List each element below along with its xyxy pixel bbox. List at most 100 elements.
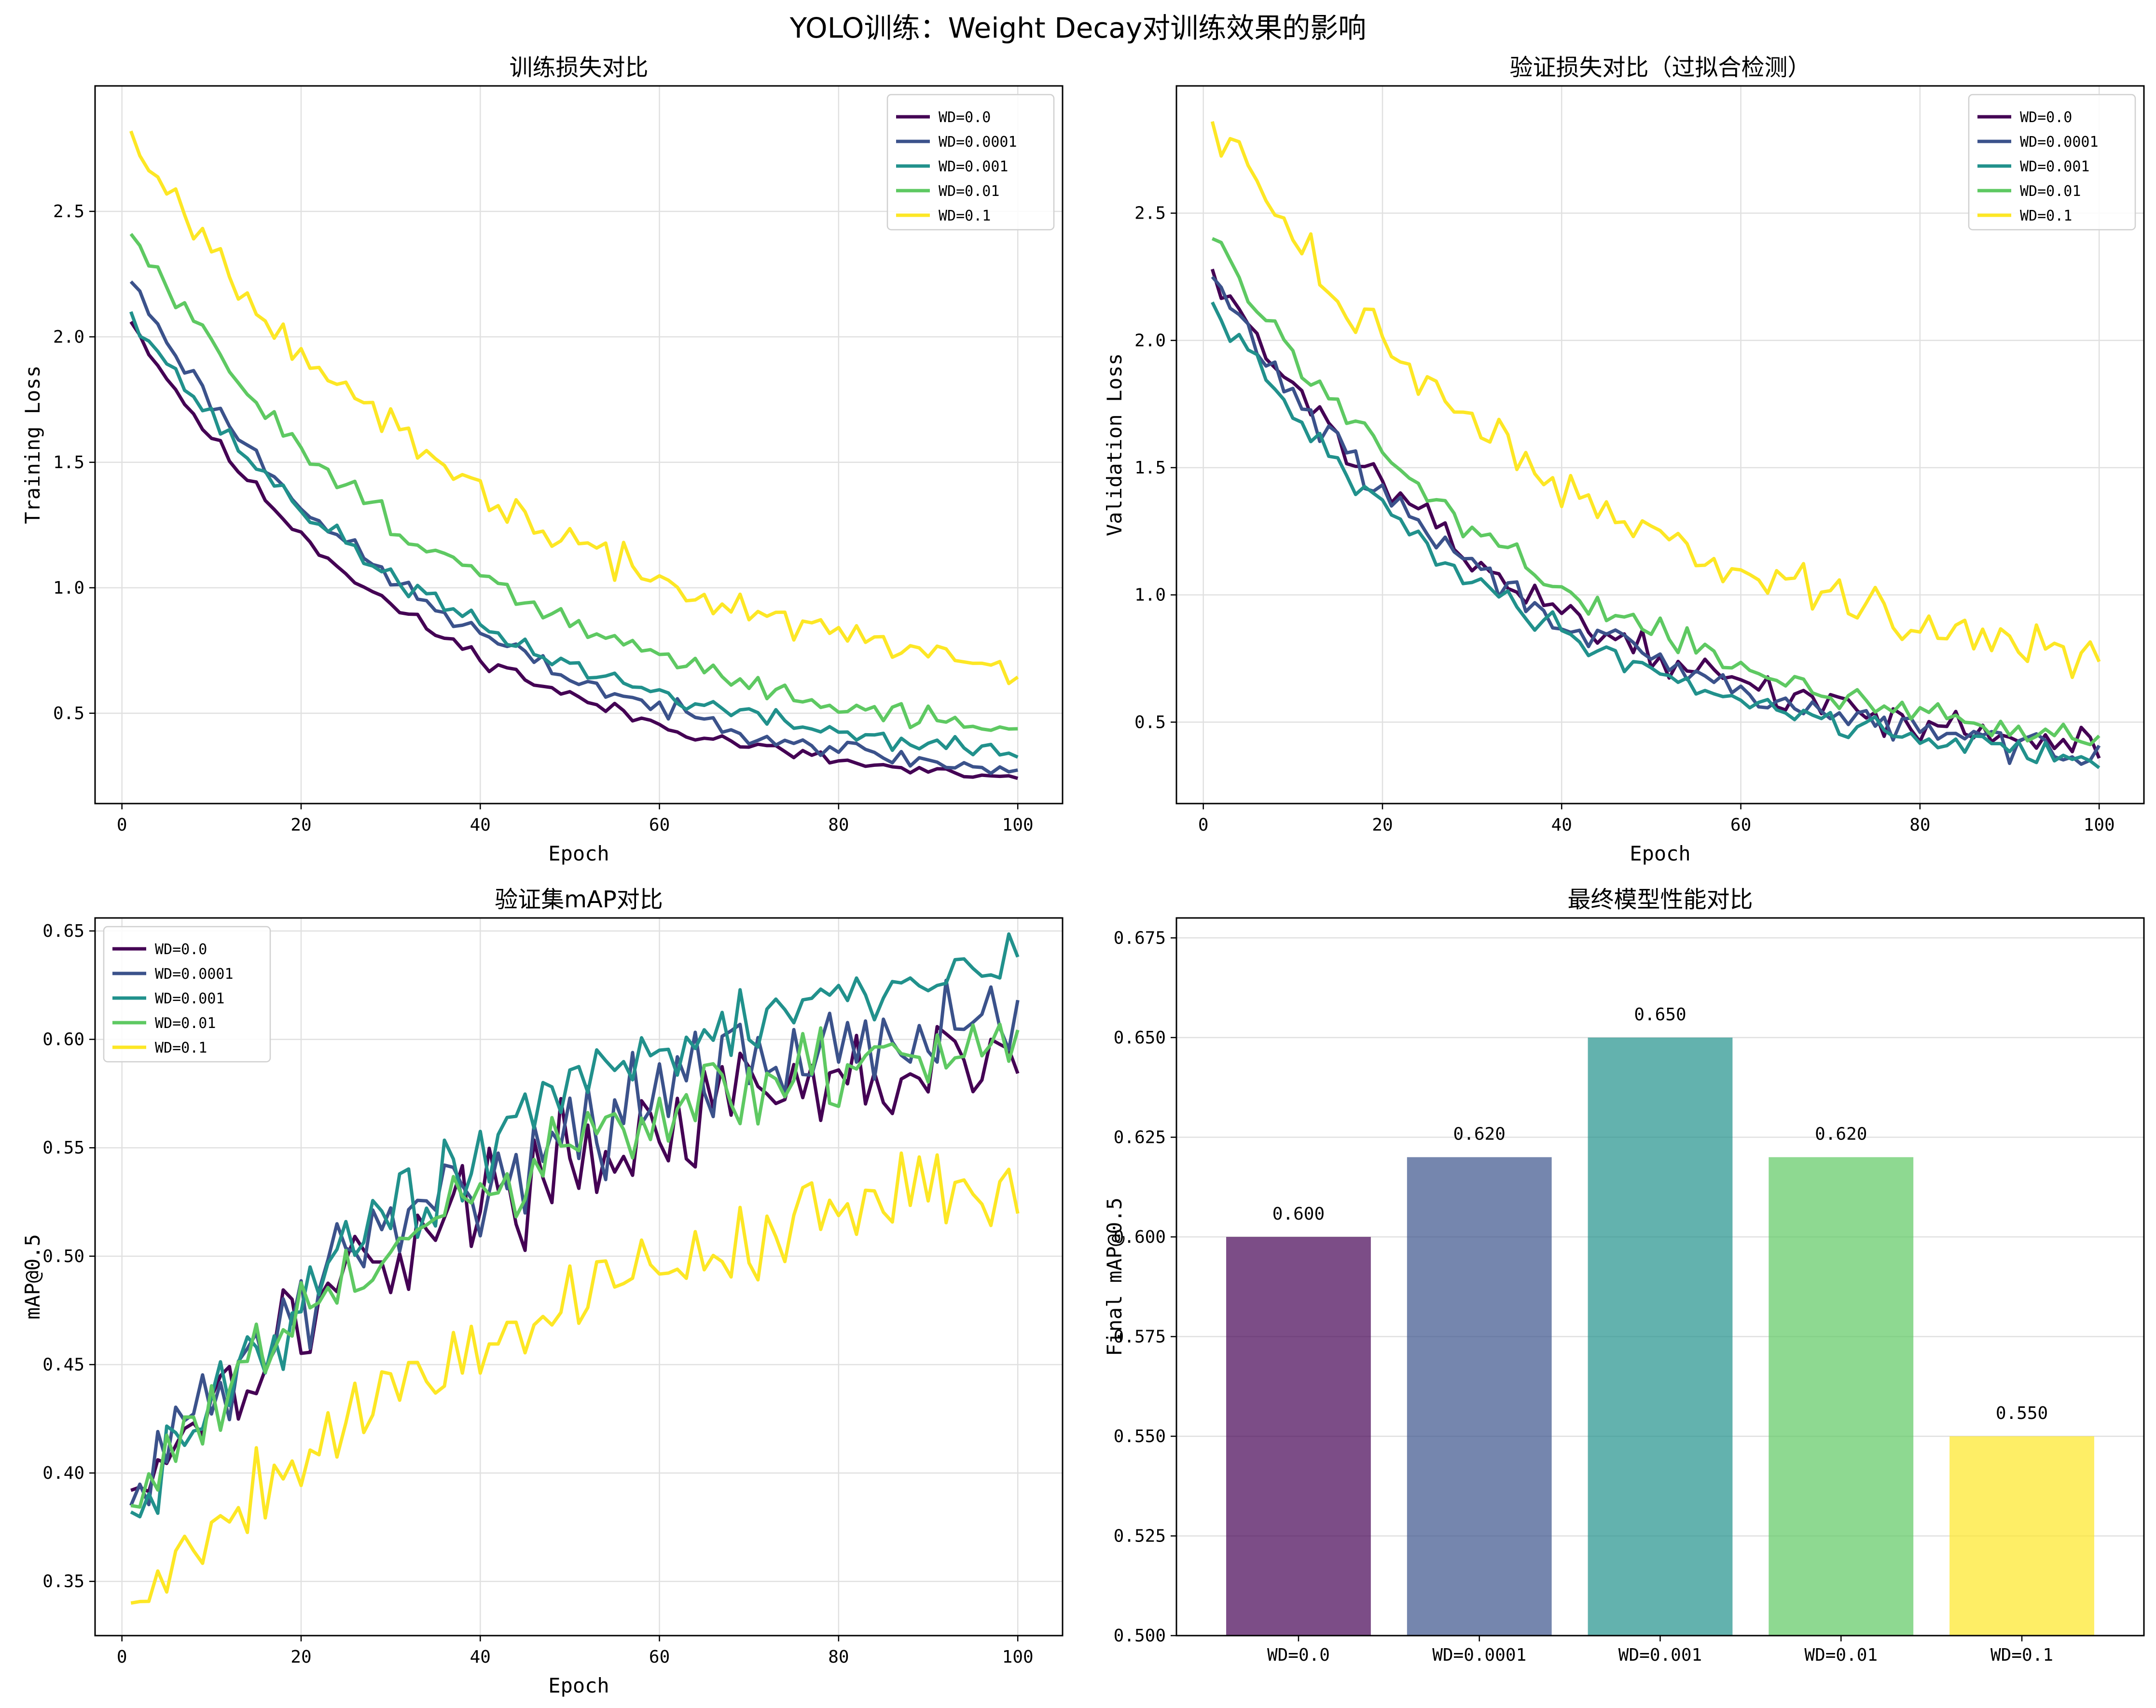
x-axis-label: Epoch xyxy=(548,842,609,865)
bar-value-label: 0.650 xyxy=(1634,1005,1686,1025)
x-tick-label: 80 xyxy=(1909,815,1930,835)
y-tick-label: 2.5 xyxy=(1134,204,1166,223)
legend: WD=0.0 WD=0.0001 WD=0.001 WD=0.01 WD=0.1 xyxy=(1968,94,2136,231)
chart-title: 训练损失对比 xyxy=(509,54,648,81)
series-group xyxy=(129,130,1019,780)
y-tick-label: 1.5 xyxy=(53,453,84,472)
y-tick-label: 0.40 xyxy=(42,1463,84,1483)
y-axis-label: Validation Loss xyxy=(1103,353,1126,536)
bar-WD=0.0001 xyxy=(1407,1157,1552,1636)
y-tick-label: 0.60 xyxy=(42,1030,84,1050)
chart-title: 验证损失对比（过拟合检测） xyxy=(1509,54,1810,81)
y-tick-label: 0.625 xyxy=(1114,1127,1166,1147)
series-line-WD=0.01 xyxy=(130,1022,1020,1509)
x-tick-label: WD=0.0 xyxy=(1267,1645,1330,1665)
y-tick-label: 0.600 xyxy=(1114,1227,1166,1247)
x-tick-label: 100 xyxy=(2084,815,2115,835)
y-tick-label: 1.0 xyxy=(53,578,84,598)
x-tick-label: 20 xyxy=(1372,815,1393,835)
series-line-WD=0.1 xyxy=(129,130,1019,685)
bar-WD=0.01 xyxy=(1769,1157,1914,1636)
legend-label: WD=0.001 xyxy=(939,158,1009,175)
series-line-WD=0.0001 xyxy=(129,280,1018,775)
legend-label: WD=0.0 xyxy=(155,941,207,958)
plot-frame xyxy=(1175,85,2145,805)
y-tick-label: 2.5 xyxy=(53,202,84,222)
y-tick-label: 2.0 xyxy=(1134,331,1166,350)
legend-box xyxy=(886,94,1055,231)
y-axis-label: mAP@0.5 xyxy=(21,1234,44,1319)
y-tick-label: 0.35 xyxy=(42,1572,84,1592)
legend: WD=0.0 WD=0.0001 WD=0.001 WD=0.01 WD=0.1 xyxy=(103,926,271,1063)
legend: WD=0.0 WD=0.0001 WD=0.001 WD=0.01 WD=0.1 xyxy=(886,94,1055,231)
legend-label: WD=0.0 xyxy=(939,109,991,126)
series-line-WD=0.001 xyxy=(130,932,1020,1519)
legend-label: WD=0.01 xyxy=(939,183,999,200)
legend-label: WD=0.0001 xyxy=(2020,134,2099,151)
plot-frame xyxy=(1175,917,2145,1637)
legend-label: WD=0.001 xyxy=(155,990,225,1007)
legend-label: WD=0.01 xyxy=(155,1015,216,1032)
chart-final_map: 0.600 WD=0.0 0.620 WD=0.0001 0.650 WD=0.001 0.… xyxy=(1103,886,2145,1665)
y-axis-label: Final mAP@0.5 xyxy=(1103,1197,1126,1356)
x-tick-label: 100 xyxy=(1002,815,1034,835)
legend-label: WD=0.1 xyxy=(939,208,991,224)
x-tick-label: 40 xyxy=(470,815,491,835)
bar-WD=0.001 xyxy=(1588,1037,1733,1636)
series-line-WD=0.1 xyxy=(1210,121,2101,679)
y-tick-label: 0.45 xyxy=(42,1355,84,1375)
y-tick-label: 0.5 xyxy=(1134,712,1166,732)
legend-label: WD=0.001 xyxy=(2020,158,2090,175)
series-line-WD=0.001 xyxy=(1211,301,2101,769)
legend-label: WD=0.0001 xyxy=(155,966,234,983)
figure-title: YOLO训练：Weight Decay对训练效果的影响 xyxy=(789,12,1366,44)
x-tick-label: 20 xyxy=(290,1647,311,1667)
x-tick-label: 100 xyxy=(1002,1647,1034,1667)
y-tick-label: 0.575 xyxy=(1114,1327,1166,1347)
y-tick-label: 0.65 xyxy=(42,921,84,941)
y-tick-label: 2.0 xyxy=(53,327,84,347)
series-line-WD=0.0001 xyxy=(1211,276,2101,766)
series-line-WD=0.01 xyxy=(1211,237,2101,747)
x-tick-label: 0 xyxy=(117,1647,127,1667)
x-axis-label: Epoch xyxy=(548,1674,609,1697)
bar-WD=0.0 xyxy=(1226,1236,1371,1636)
x-tick-label: 80 xyxy=(828,1647,849,1667)
x-axis-label: Epoch xyxy=(1630,842,1690,865)
y-tick-label: 0.5 xyxy=(53,704,84,723)
bar-value-label: 0.620 xyxy=(1815,1125,1867,1144)
y-tick-label: 0.55 xyxy=(42,1138,84,1158)
chart-map: 0 20 40 60 80 100 0.35 0.40 0.45 0.50 0.55 0.60 0.65… xyxy=(21,886,1064,1697)
y-tick-label: 0.675 xyxy=(1114,928,1166,948)
series-line-WD=0.0 xyxy=(129,320,1019,780)
x-tick-label: 60 xyxy=(649,815,670,835)
bar-value-label: 0.600 xyxy=(1272,1204,1325,1224)
y-tick-label: 0.525 xyxy=(1114,1526,1166,1546)
plot-frame xyxy=(94,85,1064,805)
chart-title: 最终模型性能对比 xyxy=(1567,886,1753,913)
bar-value-label: 0.620 xyxy=(1453,1125,1506,1144)
x-tick-label: 0 xyxy=(1198,815,1209,835)
series-line-WD=0.1 xyxy=(130,1151,1020,1605)
legend-box xyxy=(103,926,271,1063)
x-tick-label: 40 xyxy=(470,1647,491,1667)
chart-title: 验证集mAP对比 xyxy=(495,886,663,913)
legend-label: WD=0.1 xyxy=(155,1040,207,1056)
series-line-WD=0.01 xyxy=(129,233,1018,732)
legend-label: WD=0.1 xyxy=(2020,208,2072,224)
x-tick-label: WD=0.1 xyxy=(1990,1645,2053,1665)
legend-label: WD=0.01 xyxy=(2020,183,2081,200)
y-tick-label: 1.0 xyxy=(1134,585,1166,605)
x-tick-label: WD=0.01 xyxy=(1804,1645,1878,1665)
series-group xyxy=(1210,121,2101,769)
legend-label: WD=0.0 xyxy=(2020,109,2072,126)
legend-label: WD=0.0001 xyxy=(939,134,1017,151)
x-tick-label: 60 xyxy=(649,1647,670,1667)
x-tick-label: 0 xyxy=(117,815,127,835)
chart-val_loss: 0 20 40 60 80 100 0.5 1.0 1.5 2.0 2.5 验证损失对比（过拟合检测）… xyxy=(1103,54,2145,865)
bar-WD=0.1 xyxy=(1949,1436,2094,1636)
series-group xyxy=(129,932,1020,1605)
y-tick-label: 0.550 xyxy=(1114,1427,1166,1446)
x-tick-label: 60 xyxy=(1730,815,1751,835)
